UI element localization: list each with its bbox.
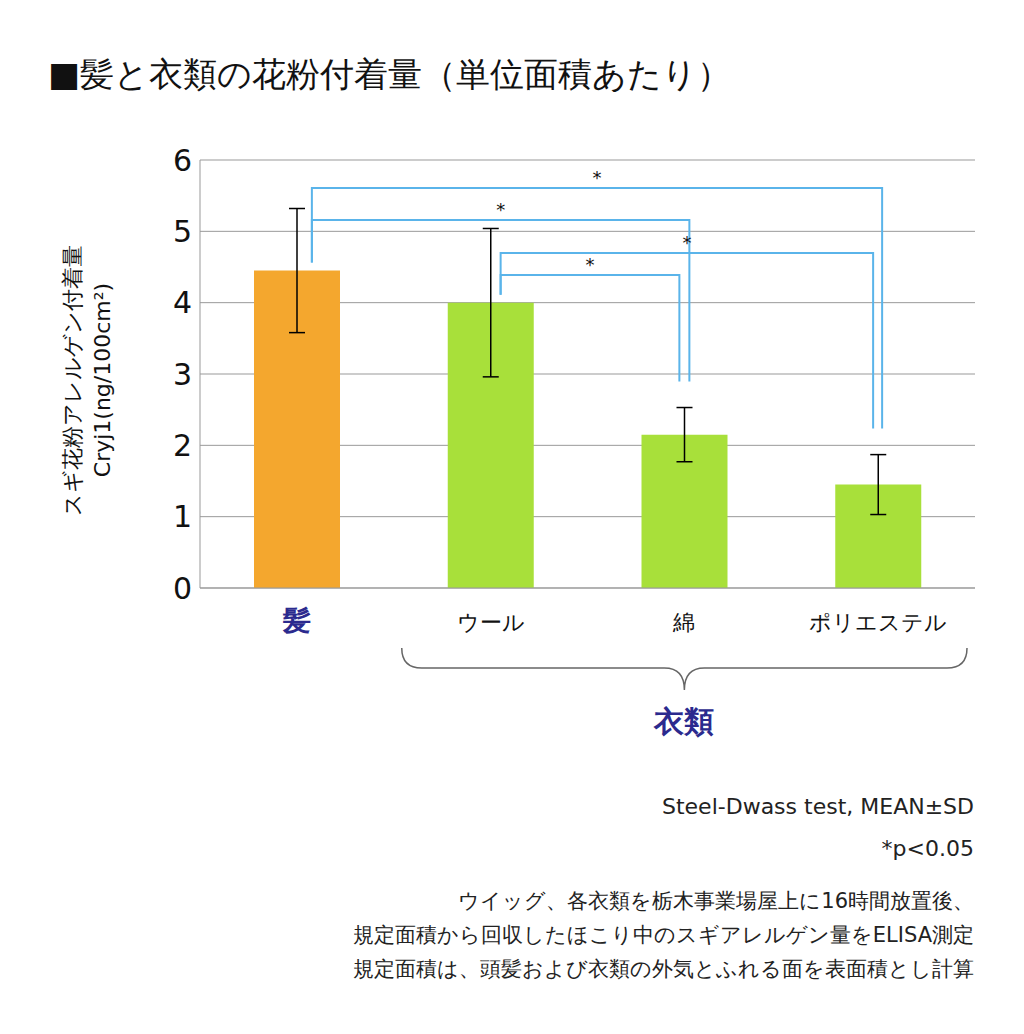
svg-text:衣類: 衣類 bbox=[653, 704, 714, 739]
svg-text:3: 3 bbox=[173, 357, 192, 392]
html-text:規定面積は、頭髪および衣類の外気とふれる面を表面積とし計算: 規定面積は、頭髪および衣類の外気とふれる面を表面積とし計算 bbox=[353, 957, 974, 981]
svg-text:*: * bbox=[682, 232, 691, 253]
html-text:規定面積から回収したほこり中のスギアレルゲン量をELISA測: 規定面積から回収したほこり中のスギアレルゲン量をELISA測定 bbox=[352, 923, 974, 947]
svg-text:1: 1 bbox=[173, 499, 192, 534]
html-text:*p<0.05: *p<0.05 bbox=[881, 836, 974, 861]
html-text:Steel-Dwass test, MEAN±SD: Steel-Dwass test, MEAN±SD bbox=[662, 794, 974, 819]
html-text:スギ花粉アレルゲン付着量: スギ花粉アレルゲン付着量 bbox=[60, 244, 85, 516]
html-text:■髪と衣類の花粉付着量（単位面積あたり）: ■髪と衣類の花粉付着量（単位面積あたり） bbox=[48, 54, 732, 94]
svg-text:ウール: ウール bbox=[457, 610, 525, 635]
svg-text:0: 0 bbox=[173, 571, 192, 606]
svg-text:髪: 髪 bbox=[282, 604, 311, 637]
svg-text:ポリエステル: ポリエステル bbox=[809, 610, 947, 635]
svg-text:*: * bbox=[593, 167, 602, 188]
svg-text:5: 5 bbox=[173, 214, 192, 249]
svg-text:4: 4 bbox=[173, 285, 192, 320]
svg-text:*: * bbox=[586, 254, 595, 275]
svg-text:*: * bbox=[496, 199, 505, 220]
html-text:Cryj1(ng/100cm²): Cryj1(ng/100cm²) bbox=[90, 282, 115, 478]
svg-text:綿: 綿 bbox=[672, 610, 695, 635]
html-text:ウイッグ、各衣類を栃木事業場屋上に16時間放置後、: ウイッグ、各衣類を栃木事業場屋上に16時間放置後、 bbox=[458, 889, 974, 913]
svg-text:2: 2 bbox=[173, 428, 192, 463]
svg-text:6: 6 bbox=[173, 143, 192, 178]
